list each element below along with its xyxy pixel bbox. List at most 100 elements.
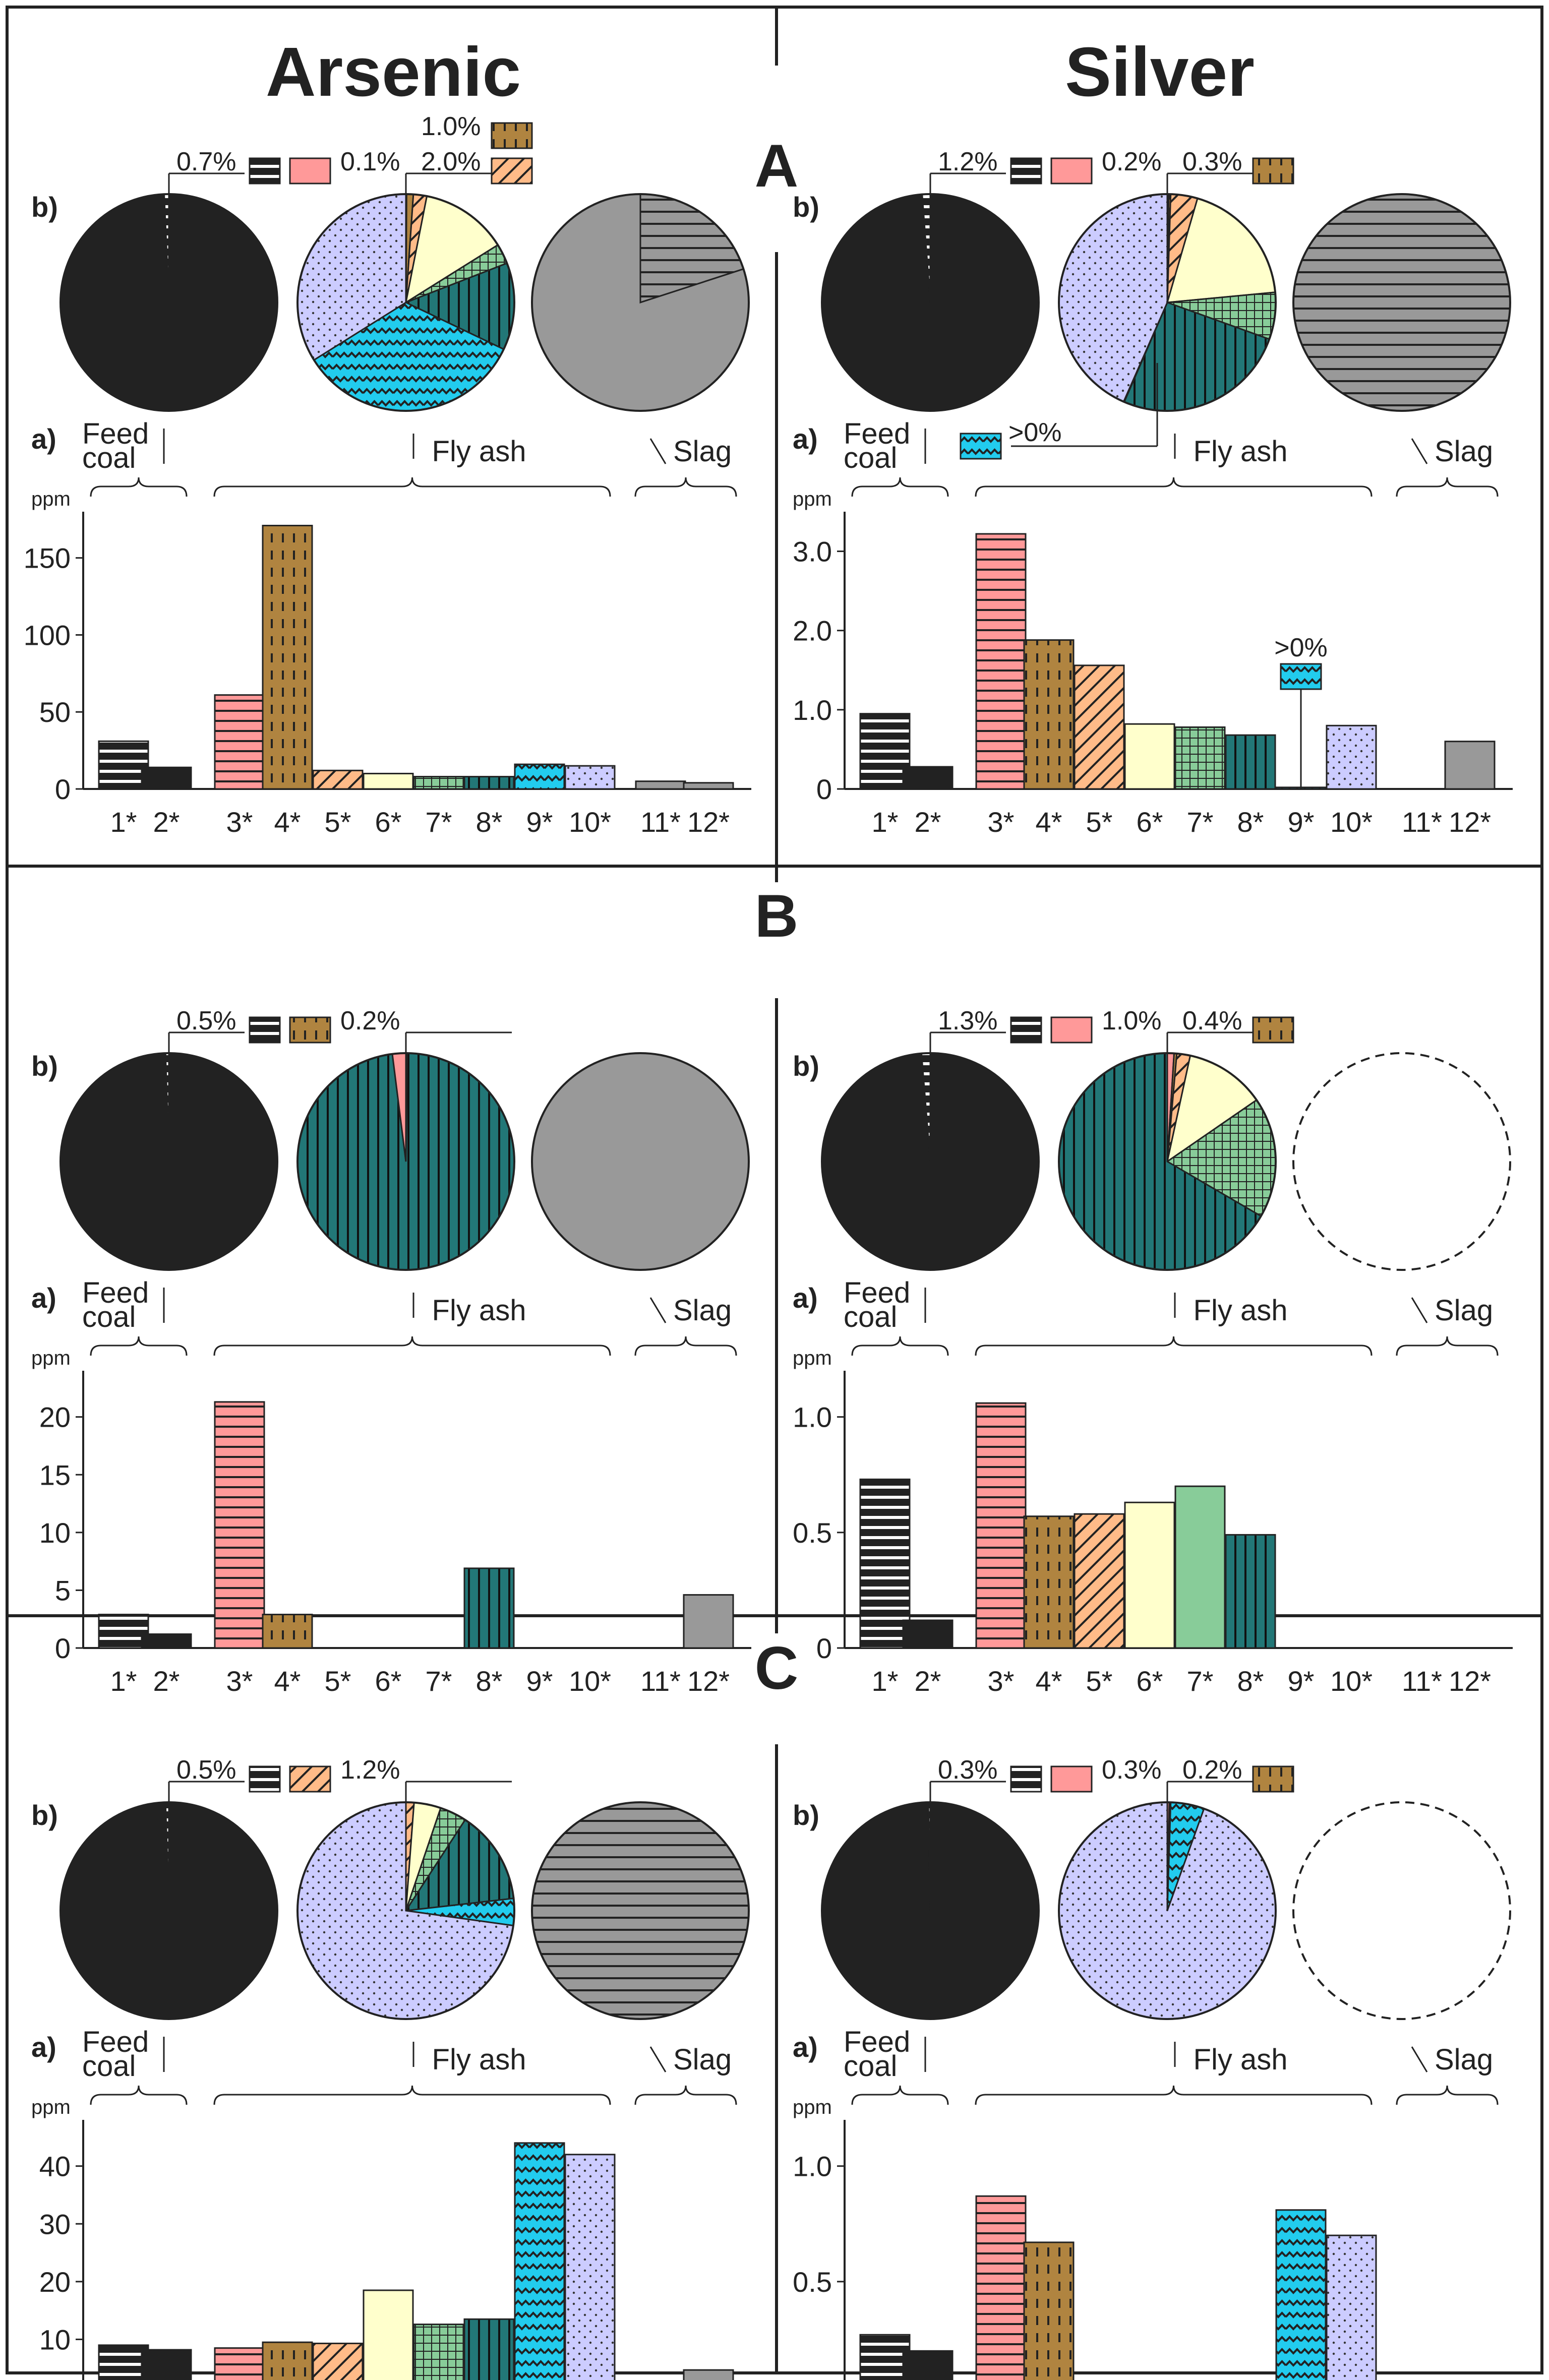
chart-arsenic-c-brace-feed bbox=[90, 2085, 188, 2105]
chart-silver-a-ytick-label-0: 0 bbox=[816, 773, 832, 805]
chart-silver-a-bar-8* bbox=[1225, 734, 1276, 790]
chart-arsenic-a-bar-12* bbox=[683, 782, 734, 790]
chart-arsenic-c-brace-fly bbox=[213, 2085, 611, 2105]
chart-arsenic-a-xtick-7*: 7* bbox=[426, 806, 452, 838]
chart-silver-b-bar-8* bbox=[1225, 1534, 1276, 1649]
chart-arsenic-c-annotation-1-swatch bbox=[289, 1765, 331, 1793]
chart-silver-a-xtick-4*: 4* bbox=[1036, 806, 1062, 838]
chart-silver-b-xtick-11*: 11* bbox=[1402, 1665, 1442, 1697]
chart-arsenic-b-bars-sublabel: a) bbox=[31, 1282, 56, 1314]
chart-arsenic-b-xtick-7*: 7* bbox=[426, 1665, 452, 1697]
chart-arsenic-a-xtick-10*: 10* bbox=[569, 806, 611, 838]
chart-silver-a-annotation-3-swatch bbox=[960, 433, 1002, 460]
chart-silver-c-pie-2-empty bbox=[1292, 1801, 1511, 2020]
chart-silver-a-label-slag: Slag bbox=[1435, 435, 1493, 468]
chart-silver-a-xtick-9*: 9* bbox=[1288, 806, 1315, 838]
chart-arsenic-a-label-fly-ash: Fly ash bbox=[432, 435, 526, 468]
chart-silver-a-pie-1 bbox=[1058, 193, 1277, 412]
chart-arsenic-a-bars-sublabel: a) bbox=[31, 423, 56, 455]
chart-silver-a-ytick-label-1: 1.0 bbox=[793, 694, 832, 726]
chart-silver-a-annotation-1: 0.2% bbox=[1050, 147, 1273, 214]
chart-silver-b-pie-2 bbox=[1292, 1052, 1511, 1271]
chart-arsenic-c-label-slag: Slag bbox=[673, 2043, 732, 2076]
chart-silver-b-xtick-8*: 8* bbox=[1237, 1665, 1264, 1697]
chart-arsenic-a-annotation-1-swatch bbox=[289, 157, 331, 185]
chart-arsenic-b-ytick-label-3: 15 bbox=[39, 1459, 71, 1491]
chart-silver-a-annotation-2: 0.3% bbox=[1182, 147, 1294, 185]
chart-silver-b-bars-sublabel: a) bbox=[793, 1282, 818, 1314]
chart-arsenic-a-bar-7* bbox=[413, 776, 464, 790]
chart-silver-a-bar-2* bbox=[902, 766, 954, 790]
chart-arsenic-c-bar-8* bbox=[463, 2318, 515, 2380]
chart-arsenic-b-xtick-9*: 9* bbox=[526, 1665, 553, 1697]
chart-arsenic-c-bar-10* bbox=[564, 2154, 616, 2380]
chart-arsenic-a-pies-sublabel: b) bbox=[31, 191, 58, 223]
chart-silver-a-xtick-12*: 12* bbox=[1449, 806, 1491, 838]
chart-arsenic-a-label-coal: coal bbox=[82, 442, 136, 474]
chart-arsenic-b-annotation-0-text: 0.5% bbox=[176, 1006, 236, 1035]
chart-silver-a-annotation-1-text: 0.2% bbox=[1102, 147, 1162, 176]
chart-arsenic-a-bar-2* bbox=[141, 766, 192, 790]
chart-silver-a-annotation-0-swatch bbox=[1010, 157, 1042, 185]
chart-arsenic-c-annotation-0: 0.5% bbox=[168, 1755, 281, 1822]
chart-arsenic-a-bar-9* bbox=[514, 763, 565, 790]
chart-arsenic-a-annotation-2-text: 1.0% bbox=[421, 112, 481, 141]
chart-arsenic-a-annotation-2-swatch bbox=[491, 122, 533, 149]
chart-silver-b-bar-1* bbox=[859, 1478, 911, 1649]
chart-silver-b-annotation-1: 1.0% bbox=[1050, 1006, 1273, 1073]
chart-silver-b-label-slag: Slag bbox=[1435, 1294, 1493, 1327]
chart-arsenic-c-pies-sublabel: b) bbox=[31, 1799, 58, 1831]
chart-silver-a-xtick-5*: 5* bbox=[1086, 806, 1113, 838]
chart-silver-a-xtick-6*: 6* bbox=[1137, 806, 1163, 838]
chart-silver-a-label-feed: Feed bbox=[844, 417, 910, 450]
chart-arsenic-b-label-feed: Feed bbox=[82, 1276, 149, 1309]
chart-silver-b-pies-sublabel: b) bbox=[793, 1050, 819, 1082]
chart-silver-a-bar-1* bbox=[859, 713, 911, 790]
chart-silver-a-xtick-10*: 10* bbox=[1330, 806, 1373, 838]
chart-silver-b-pie-0 bbox=[821, 1052, 1040, 1271]
chart-arsenic-c-pie-2-slice-0 bbox=[531, 1801, 750, 2020]
chart-arsenic-b-pie-0 bbox=[59, 1052, 278, 1271]
chart-silver-a-pie-2 bbox=[1292, 193, 1511, 412]
chart-silver-b-ytick-label-1: 0.5 bbox=[793, 1517, 832, 1549]
chart-silver-b-ytick-label-2: 1.0 bbox=[793, 1401, 832, 1433]
chart-arsenic-c-ytick-label-3: 30 bbox=[39, 2208, 71, 2240]
chart-arsenic-b-xtick-11*: 11* bbox=[640, 1665, 681, 1697]
chart-silver-a-bars-sublabel: a) bbox=[793, 423, 818, 455]
chart-arsenic-a-bar-6* bbox=[363, 772, 414, 790]
chart-arsenic-c-bar-7* bbox=[413, 2324, 464, 2380]
chart-arsenic-c-annotation-1: 1.2% bbox=[289, 1755, 512, 1822]
chart-arsenic-b-label-coal: coal bbox=[82, 1301, 136, 1333]
chart-arsenic-b-annotation-0-swatch bbox=[249, 1016, 281, 1044]
chart-arsenic-a-annotation-3: 2.0% bbox=[421, 147, 533, 185]
chart-silver-c-annotation-1-swatch bbox=[1050, 1765, 1093, 1793]
chart-arsenic-a-xtick-3*: 3* bbox=[226, 806, 253, 838]
chart-silver-a-ytick-label-2: 2.0 bbox=[793, 615, 832, 647]
chart-arsenic-b-bar-4* bbox=[262, 1614, 313, 1649]
chart-arsenic-a-ytick-label-3: 150 bbox=[24, 542, 71, 574]
chart-arsenic-a-label-feed: Feed bbox=[82, 417, 149, 450]
chart-silver-a-bar-12* bbox=[1444, 741, 1496, 790]
chart-arsenic-c-unit: ppm bbox=[31, 2096, 71, 2118]
chart-arsenic-b-bar-2* bbox=[141, 1633, 192, 1649]
chart-arsenic-b-label-slag: Slag bbox=[673, 1294, 732, 1327]
chart-arsenic-a-annotation-2: 1.0% bbox=[421, 112, 533, 149]
chart-silver-a-bar-7* bbox=[1174, 726, 1226, 790]
chart-silver-b-xtick-3*: 3* bbox=[988, 1665, 1015, 1697]
title-arsenic: Arsenic bbox=[266, 33, 521, 111]
chart-silver-a-annotation-0-text: 1.2% bbox=[938, 147, 998, 176]
panel-letter-a: A bbox=[755, 132, 799, 200]
chart-silver-c-ytick-label-1: 0.5 bbox=[793, 2266, 832, 2298]
chart-arsenic-c-bar-4* bbox=[262, 2341, 313, 2380]
chart-silver-b-brace-fly bbox=[975, 1336, 1373, 1356]
chart-silver-b-annotation-2-swatch bbox=[1252, 1016, 1294, 1044]
chart-silver-c-pie-1-slice-3 bbox=[1058, 1801, 1277, 2020]
chart-arsenic-b-brace-fly bbox=[213, 1336, 611, 1356]
chart-silver-c-unit: ppm bbox=[793, 2096, 832, 2118]
chart-silver-a-annotation-4-text: >0% bbox=[1274, 633, 1328, 662]
chart-arsenic-b-xtick-8*: 8* bbox=[476, 1665, 503, 1697]
chart-silver-c-bars-sublabel: a) bbox=[793, 2031, 818, 2063]
